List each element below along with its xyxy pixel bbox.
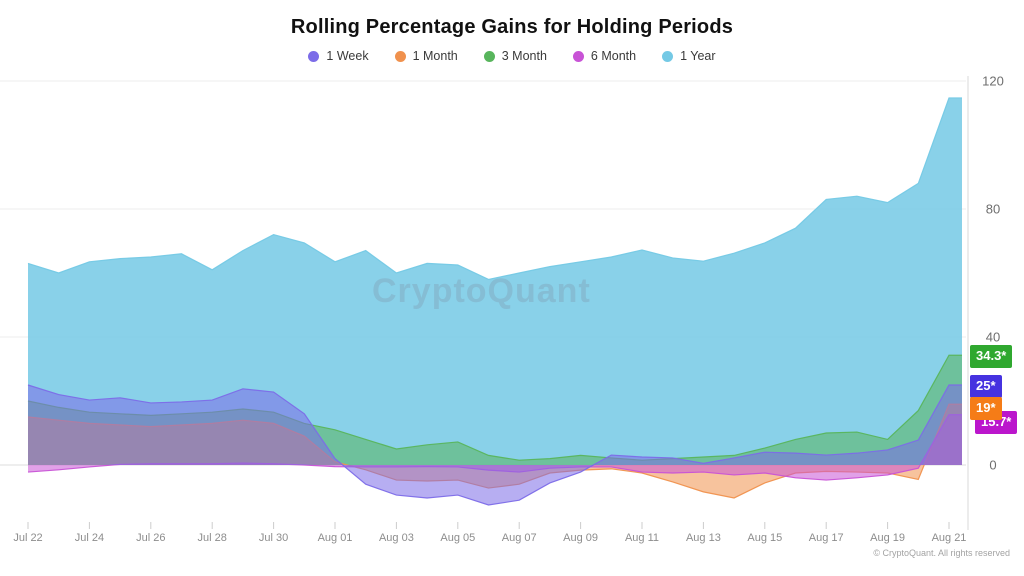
- legend-item-1-week[interactable]: 1 Week: [308, 49, 369, 63]
- x-axis-tick-label: Aug 09: [563, 532, 599, 544]
- x-axis-tick-label: Aug 07: [501, 532, 537, 544]
- x-axis-tick-label: Aug 19: [870, 532, 906, 544]
- legend: 1 Week 1 Month 3 Month 6 Month 1 Year: [0, 49, 1024, 63]
- legend-label: 6 Month: [590, 49, 637, 63]
- y-axis-tick-label: 120: [982, 73, 1004, 89]
- plot-area: CryptoQuant 0 40 80 120 Jul 22 Jul 24 Jul 26 J…: [0, 72, 1024, 572]
- legend-item-6-month[interactable]: 6 Month: [572, 49, 637, 63]
- x-axis-tick-label: Jul 22: [13, 532, 43, 544]
- x-axis-tick-label: Jul 24: [74, 532, 105, 544]
- legend-label: 1 Week: [326, 49, 369, 63]
- x-axis-tick-label: Aug 11: [624, 532, 660, 544]
- legend-dot-icon: [662, 50, 674, 62]
- value-badge-1-week: 25*: [970, 375, 1002, 398]
- legend-dot-icon: [308, 50, 320, 62]
- x-axis-tick-label: Aug 13: [685, 532, 721, 544]
- series-line-1-week: [27, 384, 962, 506]
- legend-item-1-year[interactable]: 1 Year: [662, 49, 716, 63]
- value-badge-3-month: 34.3*: [970, 345, 1013, 369]
- y-axis-tick-label: 40: [985, 329, 1001, 345]
- legend-label: 1 Year: [680, 49, 716, 63]
- x-axis-tick-label: Aug 21: [931, 532, 967, 544]
- series-area-1-week: [28, 385, 962, 505]
- area-chart-svg: [0, 76, 969, 530]
- series-line-1-year: [27, 97, 962, 281]
- x-axis-tick-label: Aug 01: [317, 532, 353, 544]
- x-axis-tick-label: Jul 26: [136, 532, 166, 544]
- legend-dot-icon: [572, 50, 584, 62]
- value-badge-1-month: 19*: [970, 397, 1002, 421]
- legend-item-3-month[interactable]: 3 Month: [483, 49, 547, 63]
- x-axis-tick-label: Jul 30: [258, 532, 289, 544]
- legend-item-1-month[interactable]: 1 Month: [394, 49, 458, 63]
- x-axis-tick-label: Jul 28: [197, 532, 227, 544]
- legend-label: 1 Month: [412, 49, 458, 63]
- x-axis-tick-label: Aug 15: [747, 532, 783, 544]
- series-area-1-year: [28, 97, 962, 466]
- y-axis-tick-label: 80: [985, 201, 1001, 217]
- x-axis-tick-label: Aug 17: [808, 532, 844, 544]
- copyright-footer: © CryptoQuant. All rights reserved: [873, 548, 1010, 558]
- legend-label: 3 Month: [501, 49, 547, 63]
- legend-dot-icon: [483, 50, 495, 62]
- chart-title: Rolling Percentage Gains for Holding Per…: [290, 16, 734, 38]
- x-axis-tick-label: Aug 03: [378, 532, 414, 544]
- x-axis-tick-label: Aug 05: [440, 532, 476, 544]
- legend-dot-icon: [394, 50, 406, 62]
- y-axis-tick-label: 0: [989, 457, 997, 473]
